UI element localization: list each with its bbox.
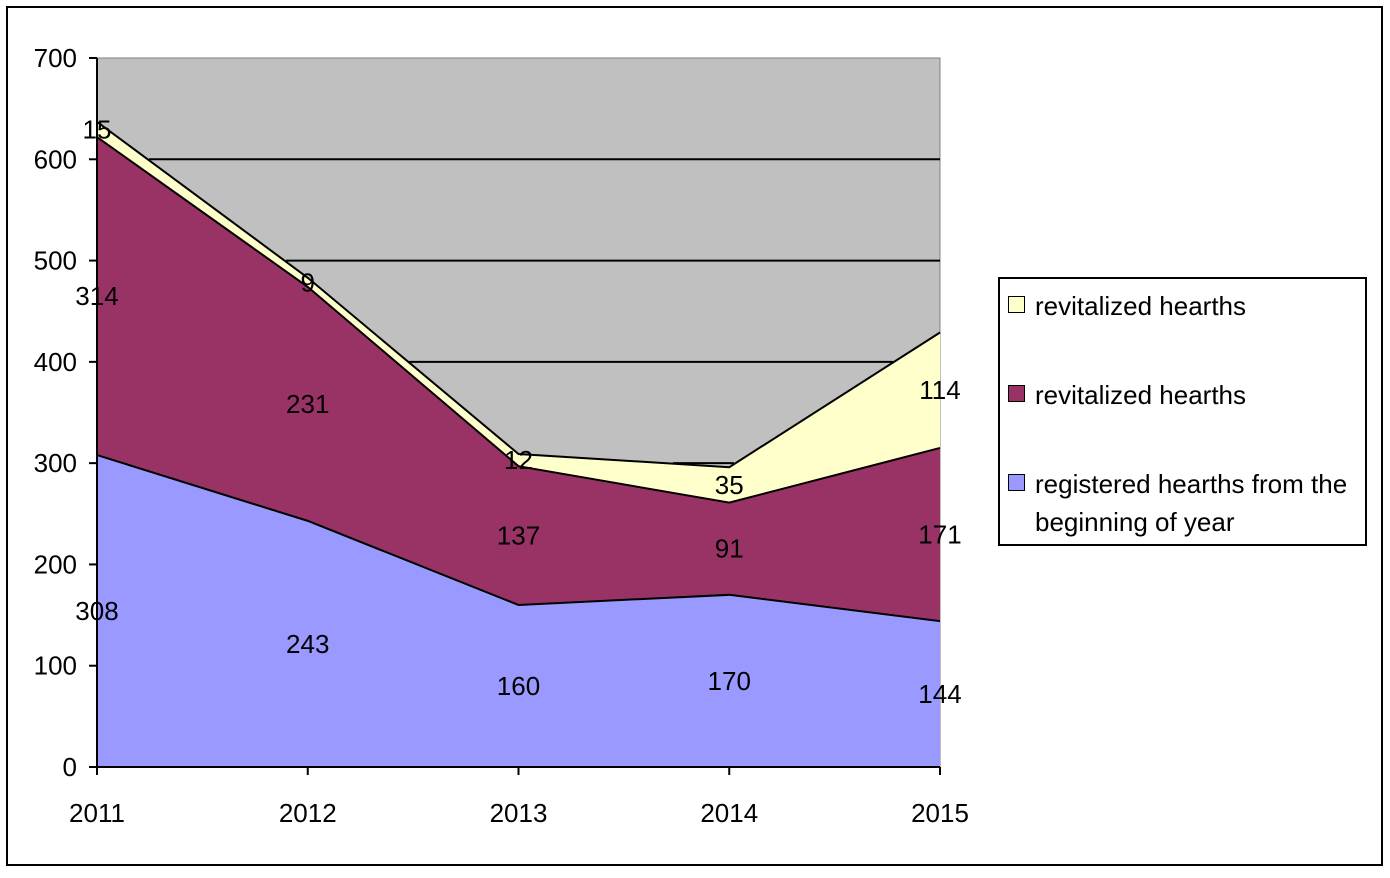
legend-item-top: revitalized hearths	[1008, 287, 1363, 325]
legend-label-middle: revitalized hearths	[1035, 380, 1246, 410]
data-label-revitalized-hearths-upper: 35	[715, 470, 744, 500]
area-edge-revitalized-hearths-lower	[96, 136, 941, 504]
data-label-revitalized-hearths-lower: 91	[715, 534, 744, 564]
legend-swatch-bottom	[1008, 474, 1025, 491]
data-label-revitalized-hearths-upper: 15	[83, 114, 112, 144]
data-label-registered-hearths: 160	[497, 671, 540, 701]
data-label-revitalized-hearths-lower: 171	[918, 520, 961, 550]
x-tick-label: 2011	[69, 798, 125, 828]
y-tick-label: 200	[34, 549, 77, 579]
y-tick-label: 100	[34, 651, 77, 681]
data-label-registered-hearths: 144	[918, 679, 961, 709]
legend-item-bottom: registered hearths from the beginning of…	[1008, 465, 1363, 541]
legend-swatch-middle	[1008, 385, 1025, 402]
x-tick-label: 2015	[911, 798, 969, 828]
data-label-revitalized-hearths-upper: 12	[504, 445, 533, 475]
y-tick-label: 400	[34, 347, 77, 377]
data-label-revitalized-hearths-upper: 9	[301, 267, 315, 297]
y-tick-label: 500	[34, 246, 77, 276]
area-registered-hearths	[97, 455, 940, 767]
data-label-revitalized-hearths-lower: 314	[75, 281, 118, 311]
data-label-registered-hearths: 243	[286, 629, 329, 659]
y-tick-label: 0	[63, 752, 77, 782]
legend: revitalized hearths revitalized hearths …	[998, 277, 1367, 546]
x-tick-label: 2012	[279, 798, 337, 828]
x-tick-label: 2013	[490, 798, 548, 828]
legend-label-top: revitalized hearths	[1035, 291, 1246, 321]
y-tick-label: 300	[34, 448, 77, 478]
data-label-revitalized-hearths-lower: 137	[497, 521, 540, 551]
area-revitalized-hearths-lower	[97, 137, 940, 622]
data-label-revitalized-hearths-lower: 231	[286, 389, 329, 419]
area-edge-registered-hearths	[96, 454, 941, 623]
data-label-registered-hearths: 170	[708, 666, 751, 696]
legend-swatch-top	[1008, 296, 1025, 313]
x-tick-label: 2014	[700, 798, 758, 828]
area-edge-revitalized-hearths-upper	[96, 121, 941, 469]
legend-item-middle: revitalized hearths	[1008, 376, 1363, 414]
legend-label-bottom: registered hearths from the beginning of…	[1035, 469, 1348, 537]
data-label-registered-hearths: 308	[75, 596, 118, 626]
data-label-revitalized-hearths-upper: 114	[919, 375, 960, 405]
area-revitalized-hearths-upper	[97, 121, 940, 503]
y-tick-label: 700	[34, 43, 77, 73]
y-tick-label: 600	[34, 144, 77, 174]
